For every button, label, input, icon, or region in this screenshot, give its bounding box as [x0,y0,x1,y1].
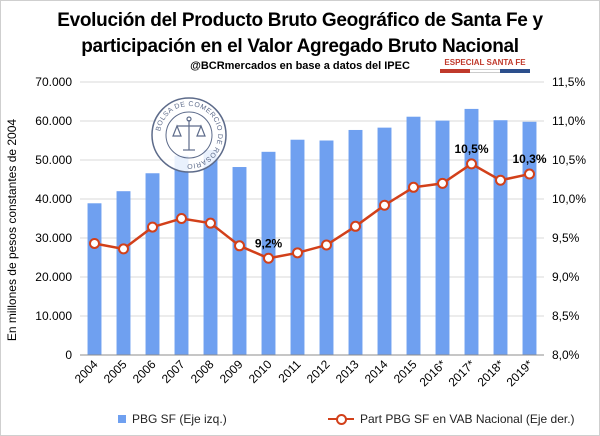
x-tick-label: 2019* [504,357,536,389]
left-tick-label: 30.000 [35,231,72,245]
line-point-2010 [263,252,274,264]
line-point-2014 [379,199,390,211]
line-point-2016* [437,177,448,189]
bar-2015 [406,116,421,356]
line-point-2009 [234,240,245,252]
right-tick-label: 11,0% [552,114,585,128]
right-tick-label: 9,5% [552,231,580,245]
x-tick-label: 2014 [362,357,391,386]
line-point-2007 [176,213,187,224]
line-point-2017* [466,158,477,170]
right-tick-label: 8,5% [552,309,580,323]
left-tick-label: 60.000 [35,114,72,128]
x-tick-label: 2010 [246,357,275,386]
bar-2006 [145,173,160,355]
data-label: 10,3% [512,152,546,166]
line-point-2012 [321,239,332,251]
legend-line-swatch [328,413,354,425]
line-series [89,158,535,264]
badge-white-segment [470,69,500,73]
left-tick-label: 50.000 [35,153,72,167]
badge-label: ESPECIAL SANTA FE [444,58,526,67]
right-tick-label: 11,5% [552,75,585,89]
x-tick-label: 2018* [475,357,507,389]
legend: PBG SF (Eje izq.) Part PBG SF en VAB Nac… [0,410,600,430]
bar-2008 [203,149,218,355]
bar-2009 [232,167,247,355]
data-label: 9,2% [255,236,283,250]
chart-subtitle: @BCRmercados en base a datos del IPEC [190,60,410,72]
bolsa-de-comercio-seal-logo: BOLSA DE COMERCIO DE ROSARIO [151,97,227,173]
data-labels: 9,2% 10,5% 10,3% [255,142,547,250]
especial-santa-fe-badge: ESPECIAL SANTA FE [436,58,534,74]
x-tick-label: 2012 [304,357,333,386]
bar-2018* [493,120,508,355]
legend-line-label: Part PBG SF en VAB Nacional (Eje der.) [360,412,575,426]
right-tick-label: 10,5% [552,153,586,167]
x-tick-label: 2017* [446,357,478,389]
line-point-2013 [350,220,361,232]
chart-title-line-2: participación en el Valor Agregado Bruto… [81,36,519,57]
right-tick-label: 9,0% [552,270,580,284]
x-tick-label: 2013 [333,357,362,386]
legend-bar-label: PBG SF (Eje izq.) [132,412,227,426]
scales-emblem-icon [172,116,206,151]
line-point-2008 [205,217,216,229]
data-label: 10,5% [454,142,488,156]
bar-2005 [116,191,131,355]
participation-line [94,162,530,260]
bar-2017* [464,108,479,355]
line-point-2011 [292,247,303,259]
badge-red-segment [440,69,470,73]
left-tick-label: 70.000 [35,75,72,89]
chart-title-line-1: Evolución del Producto Bruto Geográfico … [57,10,543,31]
legend-bar-swatch [118,415,126,423]
bar-2013 [348,129,363,355]
bar-2014 [377,127,392,355]
x-tick-label: 2008 [188,357,217,386]
left-tick-label: 20.000 [35,270,72,284]
bar-2016* [435,120,450,355]
x-tick-label: 2015 [391,357,420,386]
line-point-2019* [524,168,535,180]
line-point-2006 [147,221,158,233]
left-tick-label: 0 [65,348,72,362]
legend-item-bar: PBG SF (Eje izq.) [118,412,227,426]
left-tick-label: 10.000 [35,309,72,323]
right-tick-label: 10,0% [552,192,586,206]
line-point-2018* [495,174,506,186]
x-tick-label: 2009 [217,357,246,386]
x-tick-label: 2011 [275,357,303,385]
x-tick-label: 2007 [159,357,188,386]
bar-2004 [87,203,102,355]
bar-2007 [174,155,189,355]
right-tick-label: 8,0% [552,348,580,362]
bar-series [87,108,537,356]
y-axis-title: En millones de pesos constantes de 2004 [5,118,19,342]
bar-2019* [522,121,537,355]
badge-color-bar [440,69,530,73]
badge-blue-segment [500,69,530,73]
line-point-2005 [118,243,129,255]
line-point-2015 [408,181,419,193]
line-point-2004 [89,237,100,249]
x-tick-label: 2016* [417,357,449,389]
legend-item-line: Part PBG SF en VAB Nacional (Eje der.) [328,412,575,426]
x-tick-label: 2004 [72,357,101,386]
left-tick-label: 40.000 [35,192,72,206]
x-tick-label: 2005 [101,357,130,386]
x-tick-label: 2006 [130,357,159,386]
